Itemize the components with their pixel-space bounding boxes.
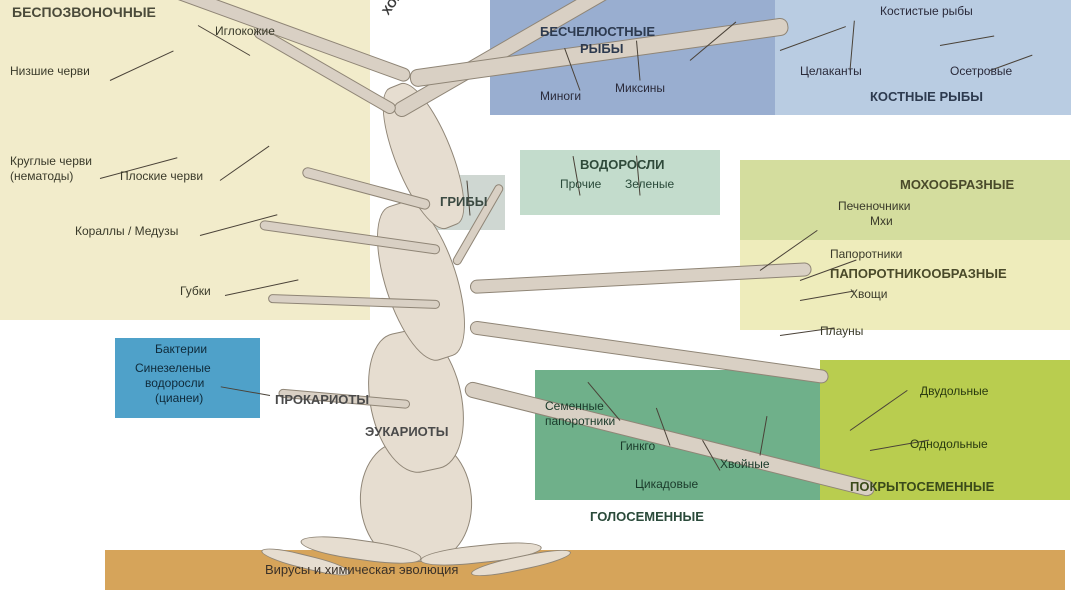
taxon-label: Костистые рыбы (880, 5, 973, 18)
ground-strip (105, 550, 1065, 590)
group-title: ПОКРЫТОСЕМЕННЫЕ (850, 480, 994, 494)
taxon-label: Круглые черви (10, 155, 92, 168)
taxon-label: Бактерии (155, 343, 207, 356)
taxon-label: Хвощи (850, 288, 888, 301)
group-title: ВОДОРОСЛИ (580, 158, 665, 172)
taxon-label: водоросли (145, 377, 204, 390)
taxon-label: Хвойные (720, 458, 770, 471)
taxon-label: Двудольные (920, 385, 988, 398)
group-title: БЕСПОЗВОНОЧНЫЕ (12, 5, 156, 20)
taxon-label: Однодольные (910, 438, 988, 451)
taxon-label: Губки (180, 285, 211, 298)
taxon-label: (цианеи) (155, 392, 203, 405)
taxon-label: Папоротники (830, 248, 902, 261)
taxon-label: Зеленые (625, 178, 674, 191)
taxon-label: Миноги (540, 90, 581, 103)
taxon-label: Печеночники (838, 200, 910, 213)
taxon-label: Кораллы / Медузы (75, 225, 178, 238)
taxon-label: Цикадовые (635, 478, 698, 491)
group-title: ПАПОРОТНИКООБРАЗНЫЕ (830, 267, 1007, 281)
ground-label: Вирусы и химическая эволюция (265, 563, 458, 577)
group-title: ГОЛОСЕМЕННЫЕ (590, 510, 704, 524)
taxon-label: Гинкго (620, 440, 655, 453)
group-title: ЭУКАРИОТЫ (365, 425, 448, 439)
taxon-label: папоротники (545, 415, 615, 428)
taxon-label: Синезеленые (135, 362, 211, 375)
taxon-label: (нематоды) (10, 170, 73, 183)
taxon-label: Миксины (615, 82, 665, 95)
taxon-label: Осетровые (950, 65, 1012, 78)
taxon-label: Семенные (545, 400, 604, 413)
phylogenetic-tree-diagram: { "canvas": {"w":1071,"h":602,"bg":"#fff… (0, 0, 1071, 602)
group-title: БЕСЧЕЛЮСТНЫЕ (540, 25, 655, 39)
group-title: МОХООБРАЗНЫЕ (900, 178, 1014, 192)
taxon-label: Мхи (870, 215, 893, 228)
taxon-label: Низшие черви (10, 65, 90, 78)
taxon-label: Плоские черви (120, 170, 203, 183)
chordates-label: ХОРДОВЫЕ (380, 0, 431, 18)
taxon-label: Иглокожие (215, 25, 275, 38)
group-title: ПРОКАРИОТЫ (275, 393, 369, 407)
taxon-label: Плауны (820, 325, 863, 338)
taxon-label: Прочие (560, 178, 601, 191)
group-title: ГРИБЫ (440, 195, 487, 209)
group-title: РЫБЫ (580, 42, 623, 56)
taxon-label: Целаканты (800, 65, 862, 78)
group-title: КОСТНЫЕ РЫБЫ (870, 90, 983, 104)
group-box-pteridophytes (740, 240, 1070, 330)
